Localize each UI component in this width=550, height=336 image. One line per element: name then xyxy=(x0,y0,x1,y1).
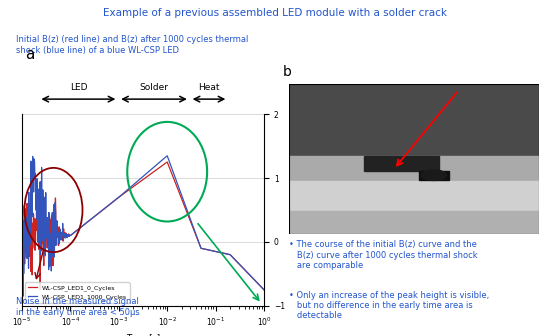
WL-CSP_LED1_1000_Cycles xyxy=(212,249,219,253)
Text: a: a xyxy=(25,47,34,62)
WL-CSP_LED1_1000_Cycles xyxy=(20,294,26,298)
WL-CSP_LED1_0_Cycles xyxy=(212,249,218,253)
Text: Initial B(z) (red line) and B(z) after 1000 cycles thermal
shock (blue line) of : Initial B(z) (red line) and B(z) after 1… xyxy=(16,35,249,55)
Text: • The course of the initial B(z) curve and the
   B(z) curve after 1000 cycles t: • The course of the initial B(z) curve a… xyxy=(289,240,477,270)
Bar xyxy=(419,171,449,180)
WL-CSP_LED1_1000_Cycles xyxy=(43,229,50,233)
WL-CSP_LED1_1000_Cycles xyxy=(19,198,25,202)
WL-CSP_LED1_1000_Cycles xyxy=(185,212,192,216)
WL-CSP_LED1_0_Cycles xyxy=(208,248,214,252)
Text: b: b xyxy=(283,65,292,79)
Bar xyxy=(364,156,439,171)
Text: Solder: Solder xyxy=(140,83,168,92)
Legend: WL-CSP_LED1_0_Cycles, WL-CSP_LED1_1000_Cycles: WL-CSP_LED1_0_Cycles, WL-CSP_LED1_1000_C… xyxy=(25,282,130,303)
WL-CSP_LED1_1000_Cycles xyxy=(261,288,267,292)
Bar xyxy=(289,84,539,156)
WL-CSP_LED1_0_Cycles xyxy=(125,188,132,192)
Y-axis label: B(z): B(z) xyxy=(290,202,299,218)
Bar xyxy=(289,181,539,211)
Text: LED: LED xyxy=(70,83,87,92)
WL-CSP_LED1_0_Cycles xyxy=(117,195,123,199)
WL-CSP_LED1_1000_Cycles xyxy=(164,154,170,158)
WL-CSP_LED1_0_Cycles xyxy=(261,288,267,292)
Text: • Only an increase of the peak height is visible,
   but no difference in the ea: • Only an increase of the peak height is… xyxy=(289,291,489,321)
WL-CSP_LED1_0_Cycles xyxy=(164,160,170,164)
WL-CSP_LED1_0_Cycles xyxy=(19,221,25,225)
WL-CSP_LED1_1000_Cycles xyxy=(117,194,123,198)
WL-CSP_LED1_0_Cycles xyxy=(185,214,192,218)
Bar xyxy=(289,211,539,234)
Line: WL-CSP_LED1_0_Cycles: WL-CSP_LED1_0_Cycles xyxy=(22,162,264,290)
X-axis label: Time [s]: Time [s] xyxy=(126,333,160,336)
Text: Example of a previous assembled LED module with a solder crack: Example of a previous assembled LED modu… xyxy=(103,8,447,18)
WL-CSP_LED1_0_Cycles xyxy=(43,236,50,240)
WL-CSP_LED1_1000_Cycles xyxy=(125,186,132,191)
Text: Heat: Heat xyxy=(198,83,220,92)
Line: WL-CSP_LED1_1000_Cycles: WL-CSP_LED1_1000_Cycles xyxy=(22,156,264,296)
Bar xyxy=(289,156,539,181)
Ellipse shape xyxy=(421,170,447,180)
Text: Noise in the measured signal
in the early time area < 50μs: Noise in the measured signal in the earl… xyxy=(16,297,140,317)
WL-CSP_LED1_1000_Cycles xyxy=(208,249,214,253)
